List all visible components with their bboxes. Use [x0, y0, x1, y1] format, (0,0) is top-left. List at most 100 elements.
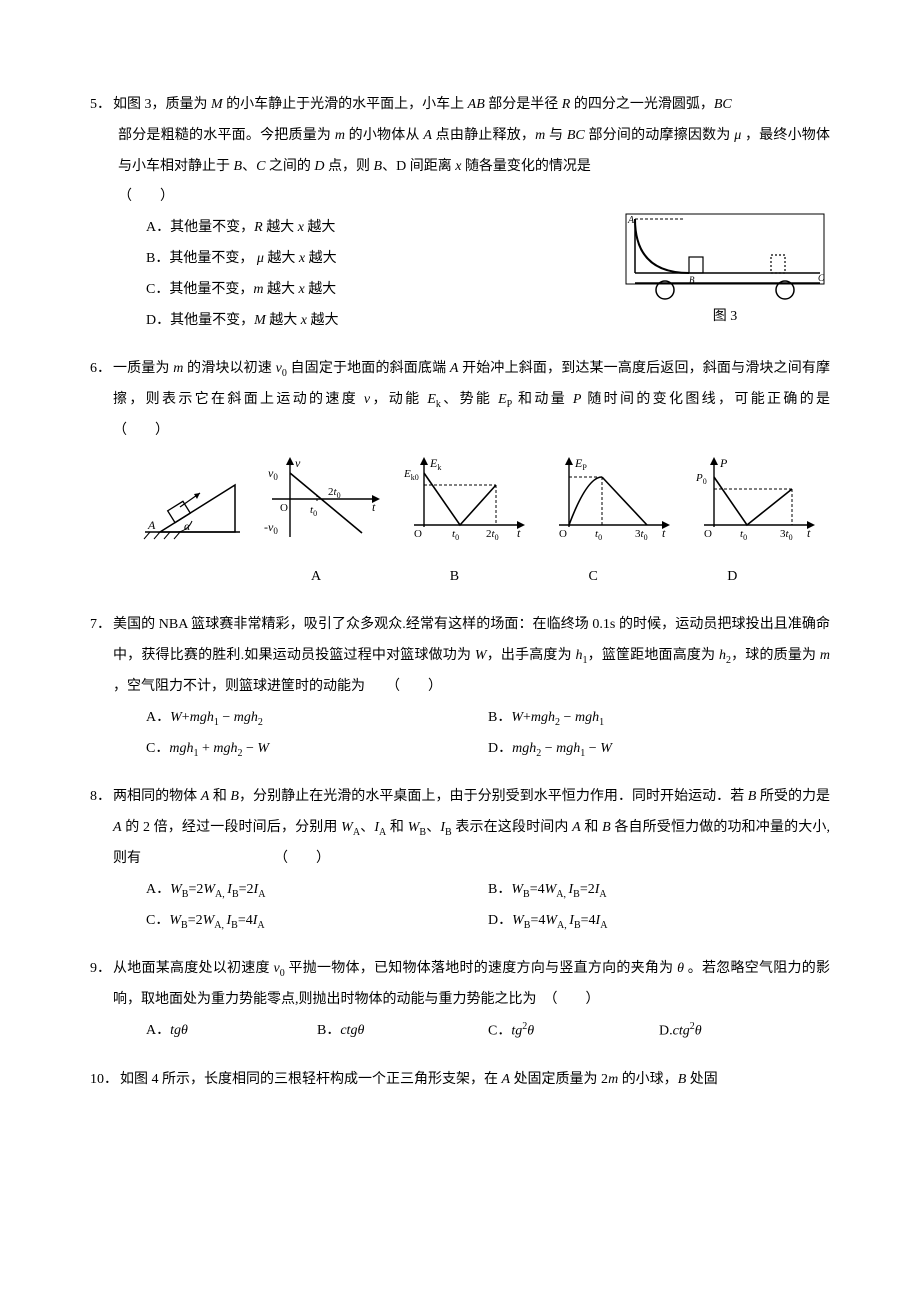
- t: （ ）: [113, 423, 169, 438]
- q6-line1: 一质量为 m 的滑块以初速 v0 自固定于地面的斜面底端 A 开始冲上斜面，到达…: [113, 354, 830, 446]
- q7-option-c: C．mgh1 + mgh2 − W: [146, 734, 488, 765]
- t: 的小物体从: [345, 128, 423, 143]
- t: 和动量: [512, 392, 573, 407]
- q7-option-d: D．mgh2 − mgh1 − W: [488, 734, 830, 765]
- q7-line1: 美国的 NBA 篮球赛非常精彩，吸引了众多观众.经常有这样的场面：在临终场 0.…: [113, 610, 830, 702]
- q5-line1: 如图 3，质量为 M 的小车静止于光滑的水平面上，小车上 AB 部分是半径 R …: [113, 90, 830, 121]
- t: C．: [146, 741, 169, 756]
- t: 、: [360, 820, 374, 835]
- svg-text:P: P: [719, 456, 728, 470]
- t: 与: [545, 128, 567, 143]
- t: 点由静止释放，: [432, 128, 535, 143]
- t: A．其他量不变，: [146, 220, 254, 235]
- t: 随各量变化的情况是: [461, 159, 591, 174]
- q7-option-b: B．W+mgh2 − mgh1: [488, 703, 830, 734]
- t: 、: [426, 820, 440, 835]
- t: 平抛一物体，已知物体落地时的速度方向与竖直方向的夹角为: [285, 961, 677, 976]
- t: D．: [488, 741, 512, 756]
- t: 的小车静止于光滑的水平面上，小车上: [223, 97, 468, 112]
- t: B．: [488, 882, 511, 897]
- svg-text:O: O: [414, 528, 422, 540]
- t: 越大: [266, 313, 301, 328]
- svg-text:t: t: [807, 526, 811, 540]
- q10-stem-line1: 10． 如图 4 所示，长度相同的三根轻杆构成一个正三角形支架，在 A 处固定质…: [90, 1065, 830, 1096]
- t: 处固: [686, 1072, 718, 1087]
- t: 从地面某高度处以初速度: [113, 961, 274, 976]
- q8-option-c: C．WB=2WA, IB=4IA: [146, 906, 488, 937]
- t: 的滑块以初速: [183, 361, 275, 376]
- q5-number: 5．: [90, 90, 111, 121]
- svg-text:A: A: [627, 215, 635, 226]
- svg-text:C: C: [818, 273, 825, 283]
- q10-line1: 如图 4 所示，长度相同的三根轻杆构成一个正三角形支架，在 A 处固定质量为 2…: [120, 1065, 830, 1096]
- t: 越大: [263, 220, 298, 235]
- q6-fig-d: P0 O t0 3t0 t P: [692, 455, 820, 558]
- t: C．: [146, 913, 169, 928]
- question-5: 5． 如图 3，质量为 M 的小车静止于光滑的水平面上，小车上 AB 部分是半径…: [90, 90, 830, 336]
- svg-text:3t0: 3t0: [635, 528, 648, 542]
- q8-option-d: D．WB=4WA, IB=4IA: [488, 906, 830, 937]
- t: 随时间的变化图线，可能正确的是: [581, 392, 830, 407]
- svg-text:2t0: 2t0: [486, 528, 499, 542]
- q9-option-b: B．ctgθ: [317, 1016, 488, 1047]
- svg-text:t: t: [662, 526, 666, 540]
- q9-option-d: D.ctg2θ: [659, 1016, 830, 1047]
- q8-option-b: B．WB=4WA, IB=2IA: [488, 875, 830, 906]
- t: 表示在这段时间内: [452, 820, 572, 835]
- svg-text:t0: t0: [740, 528, 747, 542]
- svg-text:t0: t0: [310, 504, 317, 518]
- t: 、: [242, 159, 256, 174]
- q7-option-a: A．W+mgh1 − mgh2: [146, 703, 488, 734]
- svg-text:α: α: [184, 519, 191, 533]
- svg-text:t: t: [372, 500, 376, 514]
- t: C．其他量不变，: [146, 282, 253, 297]
- q10-number: 10．: [90, 1065, 118, 1096]
- q7-row1: A．W+mgh1 − mgh2 B．W+mgh2 − mgh1: [146, 703, 830, 734]
- q9-options: A．tgθ B．ctgθ C．tg2θ D.ctg2θ: [90, 1016, 830, 1047]
- svg-text:t0: t0: [595, 528, 602, 542]
- t: 点，则: [325, 159, 374, 174]
- svg-text:B: B: [689, 275, 695, 285]
- t: 处固定质量为 2: [510, 1072, 608, 1087]
- question-6: 6． 一质量为 m 的滑块以初速 v0 自固定于地面的斜面底端 A 开始冲上斜面…: [90, 354, 830, 592]
- svg-text:Ek: Ek: [429, 456, 441, 472]
- q7-row2: C．mgh1 + mgh2 − W D．mgh2 − mgh1 − W: [146, 734, 830, 765]
- q9-stem-line1: 9． 从地面某高度处以初速度 v0 平抛一物体，已知物体落地时的速度方向与竖直方…: [90, 954, 830, 1016]
- t: （ ）: [551, 992, 600, 1007]
- svg-text:3t0: 3t0: [780, 528, 793, 542]
- q8-option-a: A．WB=2WA, IB=2IA: [146, 875, 488, 906]
- svg-text:v0: v0: [268, 466, 278, 482]
- t: 所受的力是: [756, 789, 830, 804]
- figure-3: A B C 图 3: [620, 213, 830, 327]
- t: （ ）: [281, 851, 330, 866]
- t: 部分是半径: [485, 97, 562, 112]
- svg-text:t: t: [517, 526, 521, 540]
- t: D.: [659, 1024, 673, 1039]
- t: 部分间的动摩擦因数为: [585, 128, 734, 143]
- q6-fig-b: Ek0 O t0 2t0 t Ek: [402, 455, 530, 558]
- t: 和: [209, 789, 230, 804]
- q6-scene: α A: [140, 467, 245, 558]
- question-8: 8． 两相同的物体 A 和 B，分别静止在光滑的水平桌面上，由于分别受到水平恒力…: [90, 782, 830, 936]
- t: 的小球，: [618, 1072, 678, 1087]
- t: 的 2 倍，经过一段时间后，分别用: [122, 820, 342, 835]
- t: A．: [146, 710, 170, 725]
- svg-text:-v0: -v0: [264, 520, 278, 536]
- q9-row: A．tgθ B．ctgθ C．tg2θ D.ctg2θ: [146, 1016, 830, 1047]
- t: 越大: [263, 282, 298, 297]
- question-7: 7． 美国的 NBA 篮球赛非常精彩，吸引了众多观众.经常有这样的场面：在临终场…: [90, 610, 830, 764]
- q8-row1: A．WB=2WA, IB=2IA B．WB=4WA, IB=2IA: [146, 875, 830, 906]
- t: 和: [581, 820, 602, 835]
- q6-labels: A B C D: [90, 562, 830, 593]
- q5-stem-cont: 部分是粗糙的水平面。今把质量为 m 的小物体从 A 点由静止释放，m 与 BC …: [90, 121, 830, 183]
- t: ，动能: [370, 392, 427, 407]
- q5-stem-line1: 5． 如图 3，质量为 M 的小车静止于光滑的水平面上，小车上 AB 部分是半径…: [90, 90, 830, 121]
- t: 自固定于地面的斜面底端: [287, 361, 450, 376]
- svg-text:v: v: [295, 456, 301, 470]
- svg-text:O: O: [559, 528, 567, 540]
- t: 越大: [264, 251, 299, 266]
- q8-stem-line1: 8． 两相同的物体 A 和 B，分别静止在光滑的水平桌面上，由于分别受到水平恒力…: [90, 782, 830, 874]
- q6-number: 6．: [90, 354, 111, 385]
- t: ，空气阻力不计，则篮球进筐时的动能为: [113, 679, 365, 694]
- t: ，分别静止在光滑的水平桌面上，由于分别受到水平恒力作用．同时开始运动．若: [239, 789, 748, 804]
